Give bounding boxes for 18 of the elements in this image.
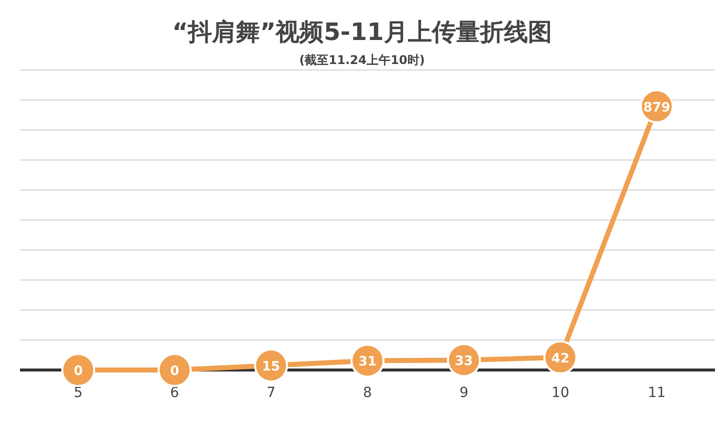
x-tick-label: 8: [363, 385, 372, 401]
data-label: 879: [643, 100, 670, 116]
x-tick-label: 5: [74, 385, 83, 401]
x-tick-label: 11: [648, 385, 666, 401]
data-label: 15: [262, 360, 280, 374]
x-tick-label: 7: [266, 385, 276, 401]
data-label: 33: [454, 354, 473, 370]
data-label: 31: [358, 354, 377, 370]
data-label: 42: [551, 351, 570, 366]
point: [61, 353, 96, 387]
x-tick-label: 6: [170, 385, 180, 401]
x-tick-label: 9: [459, 385, 468, 401]
chart-subtitle: (截至11.24上午10时): [299, 53, 425, 67]
point: [158, 353, 192, 387]
data-label: 0: [170, 364, 180, 379]
chart-title: “抖肩舞”视频5-11月上传量折线图: [172, 18, 552, 46]
data-label: 0: [74, 364, 83, 379]
x-tick-label: 10: [551, 385, 570, 401]
